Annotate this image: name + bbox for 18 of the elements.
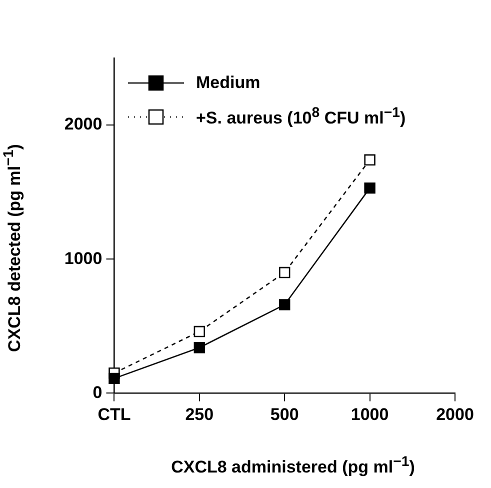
point <box>364 182 376 194</box>
x-tick-label: 2000 <box>436 405 474 424</box>
y-tick-label: 1000 <box>64 248 102 268</box>
x-tick-label: 1000 <box>350 405 389 424</box>
point <box>279 299 290 310</box>
x-tick-label: CTL <box>98 405 131 424</box>
legend-label: Medium <box>196 73 260 93</box>
x-tick-label: 500 <box>270 405 299 424</box>
point <box>279 266 290 278</box>
legend-label: +S. aureus (10$^{8}$ CFU ml$^{−1}$) <box>196 105 406 129</box>
y-tick-label: 2000 <box>64 114 102 134</box>
point <box>364 154 376 166</box>
x-axis-title: CXCL8 administered (pg ml$^{−1}$) <box>170 454 416 478</box>
point <box>194 342 206 354</box>
point <box>108 372 120 384</box>
y-tick-label: 0 <box>92 382 102 402</box>
x-tick-label: 250 <box>185 405 214 424</box>
point <box>194 326 206 338</box>
